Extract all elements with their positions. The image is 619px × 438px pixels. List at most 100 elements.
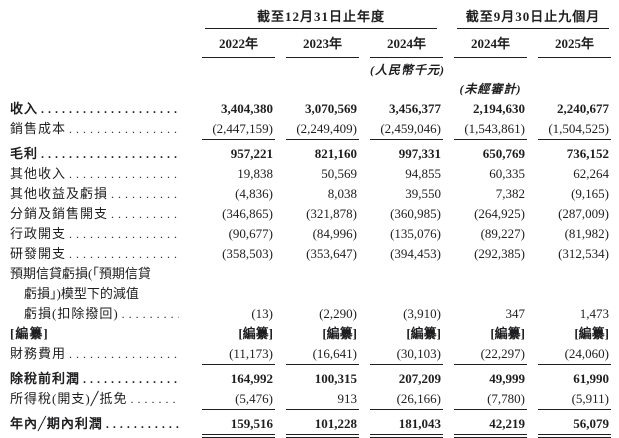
table-cell: (264,925) [443, 204, 527, 224]
cell-value: (11,173) [202, 344, 275, 365]
cell-value: (9,165) [571, 186, 609, 201]
year-header-cell: 2022年 [191, 32, 275, 58]
row-label-cell: 毛利 [10, 144, 191, 164]
table-cell: (84,996) [275, 224, 359, 244]
table-cell: 50,569 [275, 164, 359, 184]
year-header-cell: 2024年 [443, 32, 527, 58]
table-row: [編纂] [編纂] [編纂] [編纂] [編纂] [編纂] [10, 324, 611, 344]
table-cell: 62,264 [527, 164, 611, 184]
cell-value: [編纂] [406, 326, 441, 341]
row-label: 所得稅(開支)╱抵免 [10, 391, 128, 406]
year-2022: 2022年 [202, 32, 275, 58]
table-cell: (89,227) [443, 224, 527, 244]
row-label: 預期信貸虧損(「預期信貸 [10, 266, 151, 281]
cell-value: (2,290) [319, 306, 357, 321]
cell-value: 650,769 [482, 146, 525, 161]
cell-value: (2,459,046) [370, 119, 443, 140]
table-cell: 736,152 [527, 144, 611, 164]
table-cell: (30,103) [359, 344, 443, 365]
cell-value: 3,456,377 [389, 101, 441, 116]
row-label: 收入 [10, 101, 39, 116]
cell-value: 100,315 [314, 371, 357, 386]
cell-value: (287,009) [558, 206, 609, 221]
table-cell: 19,838 [191, 164, 275, 184]
leader-dots [111, 184, 179, 202]
table-cell: (358,503) [191, 244, 275, 264]
table-cell: (1,504,525) [527, 119, 611, 140]
table-cell: (2,459,046) [359, 119, 443, 140]
cell-value: 19,838 [237, 166, 273, 181]
leader-dots [69, 244, 179, 262]
table-cell: (292,385) [443, 244, 527, 264]
table-cell: (1,543,861) [443, 119, 527, 140]
cell-value: (5,476) [202, 389, 275, 410]
table-cell: 957,221 [191, 144, 275, 164]
cell-value: [編纂] [490, 326, 525, 341]
table-cell: (321,878) [275, 204, 359, 224]
cell-value: 3,404,380 [221, 101, 273, 116]
leader-dots [41, 144, 179, 162]
table-cell: 1,473 [527, 304, 611, 324]
cell-value: (353,647) [306, 246, 357, 261]
year-2024: 2024年 [370, 32, 443, 58]
cell-value: [編纂] [238, 326, 273, 341]
cell-value: (264,925) [474, 206, 525, 221]
cell-value: (16,641) [286, 344, 359, 365]
col-group-annual-title: 截至12月31日止年度 [205, 6, 437, 29]
table-row-label-line: 虧損」)模型下的減值 [10, 284, 611, 304]
cell-value: (360,985) [390, 206, 441, 221]
cell-value: 3,070,569 [305, 101, 357, 116]
cell-value: (13) [251, 306, 273, 321]
table-row: 其他收入 19,838 50,569 94,855 60,335 62,264 [10, 164, 611, 184]
table-cell: [編纂] [275, 324, 359, 344]
cell-value: (3,910) [403, 306, 441, 321]
table-cell: [編纂] [191, 324, 275, 344]
cell-value: (135,076) [390, 226, 441, 241]
unaudited-note-cell: (未經審計) [443, 80, 527, 99]
cell-value: [編纂] [574, 326, 609, 341]
unit-note-cell: (人民幣千元) [359, 61, 444, 80]
table-cell: 2,240,677 [527, 99, 611, 119]
table-cell: (2,249,409) [275, 119, 359, 140]
table-cell: [編纂] [443, 324, 527, 344]
leader-dots [131, 389, 180, 407]
cell-value: (81,982) [564, 226, 609, 241]
table-row: 財務費用 (11,173) (16,641) (30,103) (22,297) (24… [10, 344, 611, 365]
cell-value: (90,677) [228, 226, 273, 241]
cell-value: 49,999 [489, 371, 525, 386]
cell-value: 60,335 [489, 166, 525, 181]
row-label-cell: 虧損(扣除撥回) [10, 304, 191, 324]
cell-value: (1,543,861) [454, 119, 527, 140]
row-label: 除稅前利潤 [10, 371, 81, 386]
leader-dots [69, 344, 179, 362]
row-label-cell: 銷售成本 [10, 119, 191, 139]
year-header-row: 2022年 2023年 2024年 2024年 2025年 [10, 32, 611, 58]
cell-value: 1,473 [579, 306, 609, 321]
row-label-cell: 其他收入 [10, 164, 191, 184]
cell-value: 94,855 [405, 166, 441, 181]
table-cell: [編纂] [359, 324, 443, 344]
cell-value: 164,992 [230, 371, 273, 386]
cell-value: (89,227) [480, 226, 525, 241]
table-row: 研發開支 (358,503) (353,647) (394,453) (292,385… [10, 244, 611, 264]
table-cell: 347 [443, 304, 527, 324]
cell-value: (2,249,409) [286, 119, 359, 140]
unit-note-row: (人民幣千元) [10, 61, 611, 80]
table-cell: 3,070,569 [275, 99, 359, 119]
table-cell: (90,677) [191, 224, 275, 244]
unaudited-note-row: (未經審計) [10, 80, 611, 99]
cell-value: (358,503) [222, 246, 273, 261]
table-cell: (2,290) [275, 304, 359, 324]
table-row: 毛利 957,221 821,160 997,331 650,769 736,152 [10, 144, 611, 164]
table-row: 虧損(扣除撥回) (13) (2,290) (3,910) 347 1,473 [10, 304, 611, 324]
table-cell: [編纂] [527, 324, 611, 344]
table-cell: 821,160 [275, 144, 359, 164]
cell-value: 913 [286, 389, 359, 410]
table-cell: (5,911) [527, 389, 611, 410]
table-cell: 913 [275, 389, 359, 410]
cell-value: 61,990 [573, 371, 609, 386]
col-group-interim-title: 截至9月30日止九個月 [457, 6, 609, 29]
leader-dots [69, 119, 179, 137]
row-label-cell: 行政開支 [10, 224, 191, 244]
